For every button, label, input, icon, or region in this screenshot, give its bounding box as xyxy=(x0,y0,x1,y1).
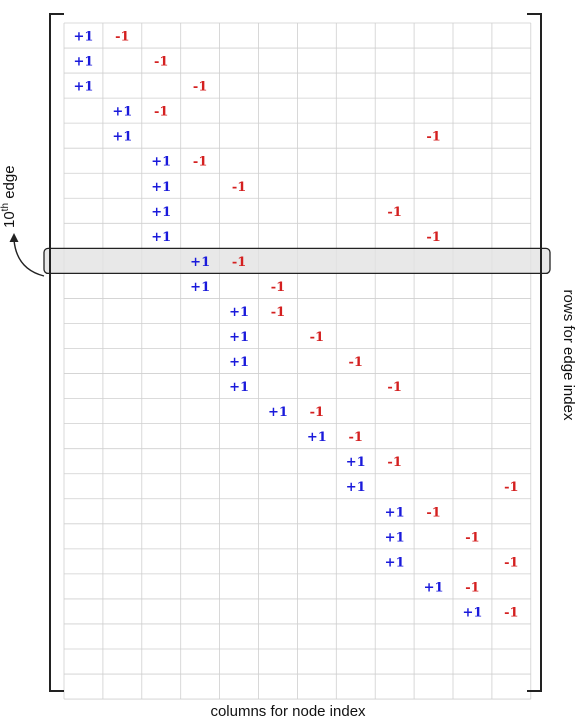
plus-one-entry: +1 xyxy=(229,305,249,320)
minus-one-entry: -1 xyxy=(115,30,129,45)
plus-one-entry: +1 xyxy=(112,130,132,145)
minus-one-entry: -1 xyxy=(232,180,246,195)
minus-one-entry: -1 xyxy=(232,255,246,270)
tenth-edge-number: 10 xyxy=(1,211,18,228)
tenth-edge-word: edge xyxy=(1,165,18,203)
minus-one-entry: -1 xyxy=(387,455,401,470)
matrix-entries: +1 -1 +1 -1 +1 -1 +1 -1 +1 -1 +1 -1 +1 -1 +1 -1 +1 -1 +1 -1… xyxy=(73,30,518,621)
minus-one-entry: -1 xyxy=(349,430,363,445)
plus-one-entry: +1 xyxy=(112,105,132,120)
curved-arrow-icon xyxy=(13,239,45,277)
minus-one-entry: -1 xyxy=(465,580,479,595)
tenth-edge-superscript: th xyxy=(0,203,11,211)
plus-one-entry: +1 xyxy=(151,205,171,220)
minus-one-entry: -1 xyxy=(426,505,440,520)
tenth-edge-label: 10th edge xyxy=(0,165,18,228)
plus-one-entry: +1 xyxy=(73,30,93,45)
minus-one-entry: -1 xyxy=(349,355,363,370)
columns-axis-label: columns for node index xyxy=(210,703,366,720)
right-bracket xyxy=(527,13,542,692)
plus-one-entry: +1 xyxy=(424,580,444,595)
plus-one-entry: +1 xyxy=(462,605,482,620)
minus-one-entry: -1 xyxy=(387,380,401,395)
minus-one-entry: -1 xyxy=(154,55,168,70)
highlighted-row-box xyxy=(43,247,551,275)
plus-one-entry: +1 xyxy=(190,255,210,270)
minus-one-entry: -1 xyxy=(271,280,285,295)
plus-one-entry: +1 xyxy=(229,330,249,345)
plus-one-entry: +1 xyxy=(151,180,171,195)
minus-one-entry: -1 xyxy=(504,480,518,495)
plus-one-entry: +1 xyxy=(73,80,93,95)
minus-one-entry: -1 xyxy=(193,80,207,95)
minus-one-entry: -1 xyxy=(154,105,168,120)
plus-one-entry: +1 xyxy=(385,505,405,520)
plus-one-entry: +1 xyxy=(346,455,366,470)
plus-one-entry: +1 xyxy=(229,380,249,395)
minus-one-entry: -1 xyxy=(193,155,207,170)
plus-one-entry: +1 xyxy=(190,280,210,295)
plus-one-entry: +1 xyxy=(307,430,327,445)
plus-one-entry: +1 xyxy=(385,530,405,545)
minus-one-entry: -1 xyxy=(310,330,324,345)
matrix-grid xyxy=(63,22,532,700)
minus-one-entry: -1 xyxy=(504,605,518,620)
matrix-brackets xyxy=(49,13,542,692)
plus-one-entry: +1 xyxy=(385,555,405,570)
plus-one-entry: +1 xyxy=(151,230,171,245)
minus-one-entry: -1 xyxy=(426,130,440,145)
plus-one-entry: +1 xyxy=(268,405,288,420)
minus-one-entry: -1 xyxy=(271,305,285,320)
plus-one-entry: +1 xyxy=(151,155,171,170)
plus-one-entry: +1 xyxy=(73,55,93,70)
arrowhead-icon xyxy=(9,233,19,242)
minus-one-entry: -1 xyxy=(465,530,479,545)
minus-one-entry: -1 xyxy=(387,205,401,220)
left-bracket xyxy=(49,13,64,692)
minus-one-entry: -1 xyxy=(310,405,324,420)
plus-one-entry: +1 xyxy=(229,355,249,370)
minus-one-entry: -1 xyxy=(504,555,518,570)
plus-one-entry: +1 xyxy=(346,480,366,495)
rows-axis-label: rows for edge index xyxy=(560,290,577,421)
minus-one-entry: -1 xyxy=(426,230,440,245)
